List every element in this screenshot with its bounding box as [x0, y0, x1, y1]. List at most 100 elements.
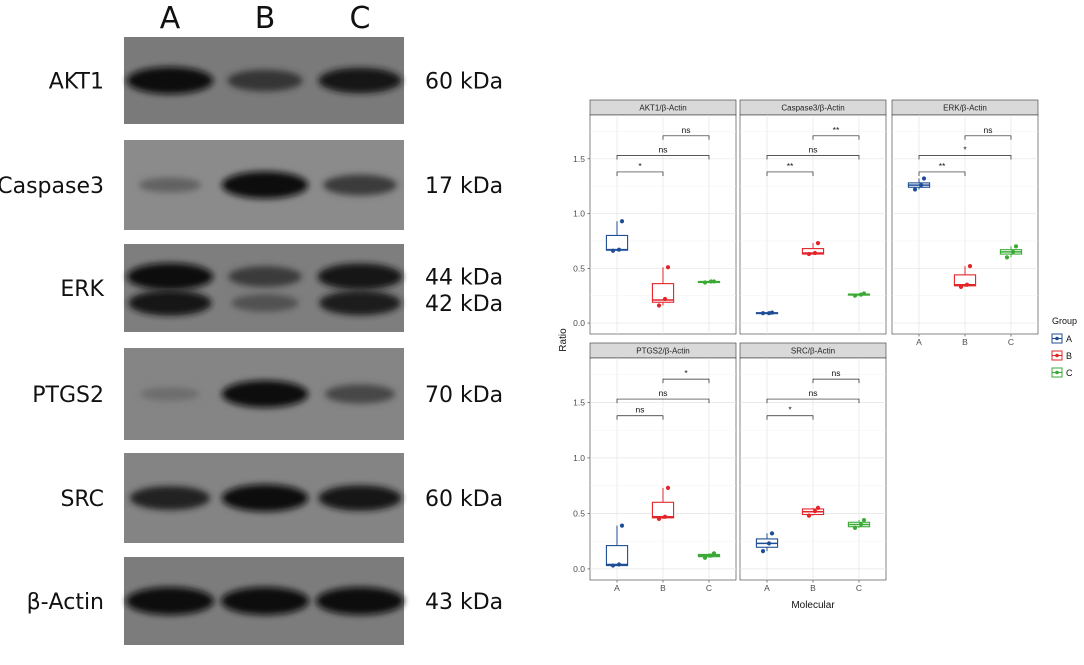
data-point — [711, 551, 717, 556]
blot-band — [221, 380, 309, 408]
significance-bracket — [766, 415, 814, 420]
protein-label: PTGS2 — [32, 383, 104, 408]
data-point — [912, 187, 918, 192]
significance-label: * — [963, 145, 967, 155]
data-point — [610, 248, 616, 253]
data-point — [619, 523, 625, 528]
blot-band — [227, 69, 303, 92]
blot-band — [221, 171, 309, 199]
kda-label: 43 kDa — [425, 590, 503, 615]
data-point — [616, 562, 622, 567]
significance-bracket — [766, 171, 814, 176]
facet-title: SRC/β-Actin — [791, 347, 835, 356]
data-point — [918, 182, 924, 188]
x-tick-label: B — [660, 583, 666, 593]
legend-title: Group — [1052, 316, 1077, 326]
significance-bracket — [616, 171, 664, 176]
data-point — [1013, 244, 1019, 249]
significance-label: ns — [809, 145, 818, 155]
blot-band — [130, 486, 210, 510]
significance-label: ns — [636, 405, 645, 415]
data-point — [610, 563, 616, 568]
legend-label: C — [1066, 368, 1073, 378]
y-tick-label: 0.5 — [573, 508, 585, 518]
data-point — [861, 291, 867, 296]
blot-band — [317, 263, 403, 290]
protein-label: ERK — [60, 277, 104, 302]
significance-bracket — [662, 378, 710, 384]
protein-label: AKT1 — [49, 70, 104, 95]
significance-label: * — [684, 368, 688, 378]
blot-band — [221, 484, 309, 512]
box-iqr — [801, 248, 825, 255]
legend-key-point — [1055, 370, 1059, 375]
significance-bracket — [812, 135, 860, 140]
x-tick-label: B — [962, 337, 968, 347]
facet-title: Caspase3/β-Actin — [781, 104, 844, 113]
significance-label: ns — [809, 388, 818, 398]
y-tick-label: 1.0 — [573, 453, 585, 463]
significance-bracket — [918, 171, 966, 176]
facet-title: PTGS2/β-Actin — [636, 347, 690, 356]
significance-label: ** — [787, 161, 794, 171]
data-point — [815, 241, 821, 246]
y-tick-label: 1.0 — [573, 209, 585, 219]
facet-title: ERK/β-Actin — [943, 104, 987, 113]
y-tick-label: 1.5 — [573, 154, 585, 164]
significance-label: ns — [984, 125, 993, 135]
kda-label: 44 kDa — [425, 266, 503, 291]
kda-label: 60 kDa — [425, 487, 503, 512]
significance-bracket — [964, 135, 1012, 140]
data-point — [702, 555, 708, 560]
data-point — [702, 280, 708, 285]
data-point — [858, 522, 864, 527]
data-point — [812, 509, 818, 514]
data-point — [760, 311, 766, 316]
significance-bracket — [918, 155, 1012, 160]
data-point — [665, 485, 671, 490]
data-point — [958, 284, 964, 290]
blot-band — [316, 587, 404, 615]
significance-bracket — [766, 398, 860, 404]
blot-band — [140, 387, 200, 401]
blot-band — [318, 485, 402, 511]
blot-band — [126, 66, 214, 95]
x-tick-label: C — [706, 583, 712, 593]
data-point — [662, 514, 668, 519]
data-point — [766, 541, 772, 546]
lane-label: C — [350, 1, 371, 36]
box-iqr — [605, 545, 629, 567]
x-tick-label: A — [614, 583, 620, 593]
x-tick-label: C — [1008, 337, 1014, 347]
data-point — [656, 303, 662, 308]
data-point — [921, 176, 927, 181]
data-point — [815, 505, 821, 510]
lane-label: B — [255, 1, 276, 36]
data-point — [806, 251, 812, 257]
y-tick-label: 0.0 — [573, 564, 585, 574]
significance-bracket — [616, 415, 664, 420]
significance-label: ** — [833, 125, 840, 135]
blot-band — [126, 587, 214, 615]
kda-label: 60 kDa — [425, 70, 503, 95]
x-axis-label: Molecular — [791, 600, 835, 611]
data-point — [967, 264, 973, 269]
legend-label: B — [1066, 351, 1072, 361]
protein-label: SRC — [60, 487, 104, 512]
significance-bracket — [616, 155, 710, 160]
blot-band — [228, 266, 302, 287]
significance-bracket — [812, 378, 860, 384]
facet-title: AKT1/β-Actin — [639, 104, 686, 113]
data-point — [662, 296, 668, 302]
data-point — [769, 310, 775, 315]
data-point — [806, 513, 812, 518]
y-tick-label: 1.5 — [573, 397, 585, 407]
data-point — [1010, 249, 1016, 254]
data-point — [711, 279, 717, 284]
x-tick-label: A — [916, 337, 922, 347]
x-tick-label: C — [856, 583, 862, 593]
box-iqr — [953, 274, 977, 287]
data-point — [769, 531, 775, 536]
data-point — [1004, 255, 1010, 260]
